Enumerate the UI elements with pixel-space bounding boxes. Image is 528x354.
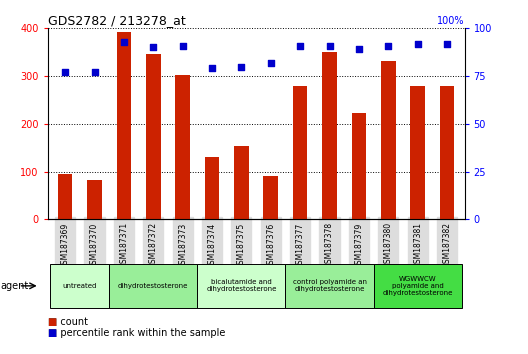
Text: ■: ■ bbox=[48, 317, 57, 327]
Text: WGWWCW
polyamide and
dihydrotestosterone: WGWWCW polyamide and dihydrotestosterone bbox=[382, 276, 453, 296]
Bar bbox=[175, 75, 190, 219]
Bar bbox=[109, 264, 197, 308]
Text: control polyamide an
dihydrotestosterone: control polyamide an dihydrotestosterone bbox=[293, 279, 366, 292]
Point bbox=[90, 69, 99, 75]
Bar bbox=[263, 176, 278, 219]
Text: ■ percentile rank within the sample: ■ percentile rank within the sample bbox=[48, 328, 225, 338]
Bar bbox=[234, 146, 249, 219]
Text: bicalutamide and
dihydrotestosterone: bicalutamide and dihydrotestosterone bbox=[206, 279, 277, 292]
Bar bbox=[51, 264, 109, 308]
Bar bbox=[293, 86, 307, 219]
Bar bbox=[410, 86, 425, 219]
Bar bbox=[286, 264, 374, 308]
Text: dihydrotestosterone: dihydrotestosterone bbox=[118, 283, 188, 289]
Point bbox=[267, 60, 275, 65]
Text: ■ count: ■ count bbox=[48, 317, 88, 327]
Point bbox=[355, 46, 363, 52]
Point bbox=[61, 69, 69, 75]
Bar bbox=[205, 157, 219, 219]
Bar bbox=[374, 264, 461, 308]
Point bbox=[384, 43, 392, 48]
Bar bbox=[58, 174, 72, 219]
Point bbox=[208, 65, 216, 71]
Point bbox=[325, 43, 334, 48]
Text: 100%: 100% bbox=[437, 16, 465, 27]
Bar bbox=[352, 113, 366, 219]
Point bbox=[413, 41, 422, 46]
Bar bbox=[87, 180, 102, 219]
Text: untreated: untreated bbox=[63, 283, 97, 289]
Point bbox=[178, 43, 187, 48]
Bar bbox=[440, 86, 455, 219]
Bar bbox=[381, 61, 395, 219]
Text: GDS2782 / 213278_at: GDS2782 / 213278_at bbox=[48, 14, 185, 27]
Text: ■: ■ bbox=[48, 328, 57, 338]
Point bbox=[149, 45, 157, 50]
Point bbox=[120, 39, 128, 45]
Bar bbox=[146, 54, 161, 219]
Point bbox=[296, 43, 304, 48]
Bar bbox=[197, 264, 286, 308]
Point bbox=[443, 41, 451, 46]
Point bbox=[237, 64, 246, 69]
Bar bbox=[117, 32, 131, 219]
Text: agent: agent bbox=[0, 281, 29, 291]
Bar bbox=[322, 52, 337, 219]
